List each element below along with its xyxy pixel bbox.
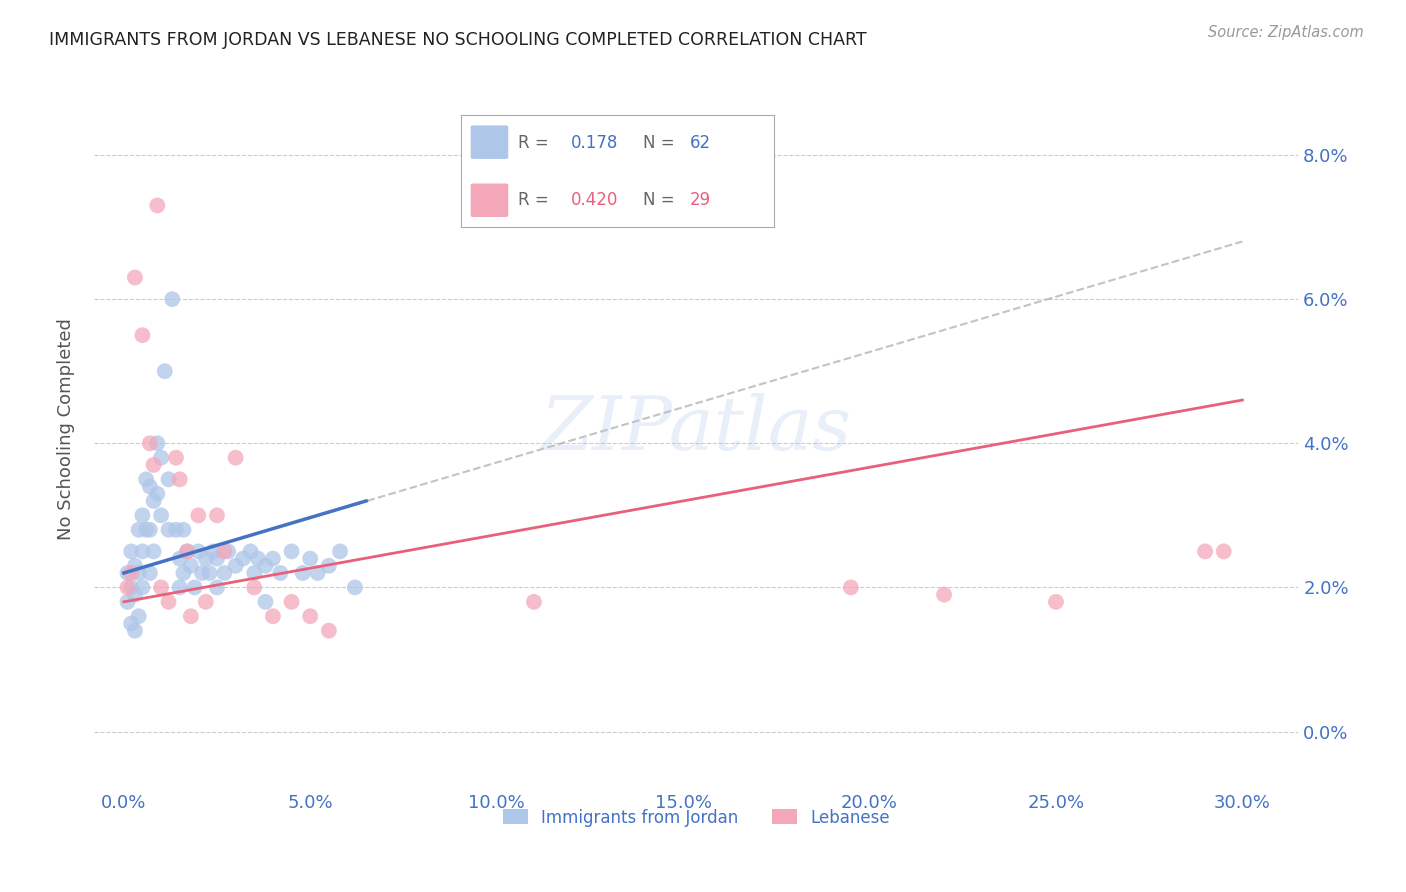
Point — [932, 588, 955, 602]
Point — [150, 508, 173, 523]
Point — [243, 566, 266, 580]
Point — [146, 198, 169, 212]
Point — [217, 544, 239, 558]
Point — [169, 472, 191, 486]
Point — [262, 609, 284, 624]
Point — [117, 581, 139, 595]
Point — [131, 508, 153, 523]
Point — [280, 544, 302, 558]
Point — [839, 581, 862, 595]
Point — [198, 566, 221, 580]
Point — [183, 581, 205, 595]
Point — [191, 566, 214, 580]
Point — [214, 544, 236, 558]
Point — [243, 581, 266, 595]
Point — [176, 544, 198, 558]
Text: IMMIGRANTS FROM JORDAN VS LEBANESE NO SCHOOLING COMPLETED CORRELATION CHART: IMMIGRANTS FROM JORDAN VS LEBANESE NO SC… — [49, 31, 868, 49]
Point — [225, 450, 247, 465]
Point — [329, 544, 352, 558]
Point — [246, 551, 269, 566]
Point — [194, 551, 217, 566]
Text: ZIPatlas: ZIPatlas — [541, 392, 852, 465]
Point — [131, 544, 153, 558]
Point — [139, 436, 162, 450]
Point — [160, 292, 183, 306]
Point — [120, 566, 142, 580]
Point — [291, 566, 314, 580]
Point — [262, 551, 284, 566]
Point — [142, 544, 165, 558]
Point — [165, 523, 187, 537]
Point — [139, 523, 162, 537]
Point — [523, 595, 546, 609]
Text: Source: ZipAtlas.com: Source: ZipAtlas.com — [1208, 25, 1364, 40]
Point — [205, 581, 228, 595]
Point — [117, 595, 139, 609]
Point — [318, 624, 340, 638]
Point — [172, 566, 194, 580]
Point — [128, 566, 150, 580]
Y-axis label: No Schooling Completed: No Schooling Completed — [58, 318, 75, 540]
Legend: Immigrants from Jordan, Lebanese: Immigrants from Jordan, Lebanese — [495, 800, 898, 835]
Point — [142, 494, 165, 508]
Point — [135, 523, 157, 537]
Point — [180, 609, 202, 624]
Point — [176, 544, 198, 558]
Point — [139, 566, 162, 580]
Point — [187, 544, 209, 558]
Point — [146, 436, 169, 450]
Point — [194, 595, 217, 609]
Point — [169, 551, 191, 566]
Point — [343, 581, 366, 595]
Point — [117, 566, 139, 580]
Point — [150, 581, 173, 595]
Point — [142, 458, 165, 472]
Point — [131, 328, 153, 343]
Point — [180, 558, 202, 573]
Point — [1212, 544, 1234, 558]
Point — [120, 616, 142, 631]
Point — [269, 566, 291, 580]
Point — [157, 595, 180, 609]
Point — [157, 523, 180, 537]
Point — [131, 581, 153, 595]
Point — [128, 523, 150, 537]
Point — [318, 558, 340, 573]
Point — [120, 544, 142, 558]
Point — [254, 595, 277, 609]
Point — [124, 558, 146, 573]
Point — [1194, 544, 1216, 558]
Point — [205, 551, 228, 566]
Point — [205, 508, 228, 523]
Point — [157, 472, 180, 486]
Point — [146, 487, 169, 501]
Point — [299, 551, 322, 566]
Point — [299, 609, 322, 624]
Point — [124, 624, 146, 638]
Point — [1045, 595, 1067, 609]
Point — [139, 479, 162, 493]
Point — [232, 551, 254, 566]
Point — [254, 558, 277, 573]
Point — [120, 581, 142, 595]
Point — [124, 270, 146, 285]
Point — [187, 508, 209, 523]
Point — [214, 566, 236, 580]
Point — [169, 581, 191, 595]
Point — [150, 450, 173, 465]
Point — [153, 364, 176, 378]
Point — [239, 544, 262, 558]
Point — [135, 472, 157, 486]
Point — [225, 558, 247, 573]
Point — [165, 450, 187, 465]
Point — [202, 544, 225, 558]
Point — [124, 588, 146, 602]
Point — [307, 566, 329, 580]
Point — [280, 595, 302, 609]
Point — [128, 609, 150, 624]
Point — [172, 523, 194, 537]
